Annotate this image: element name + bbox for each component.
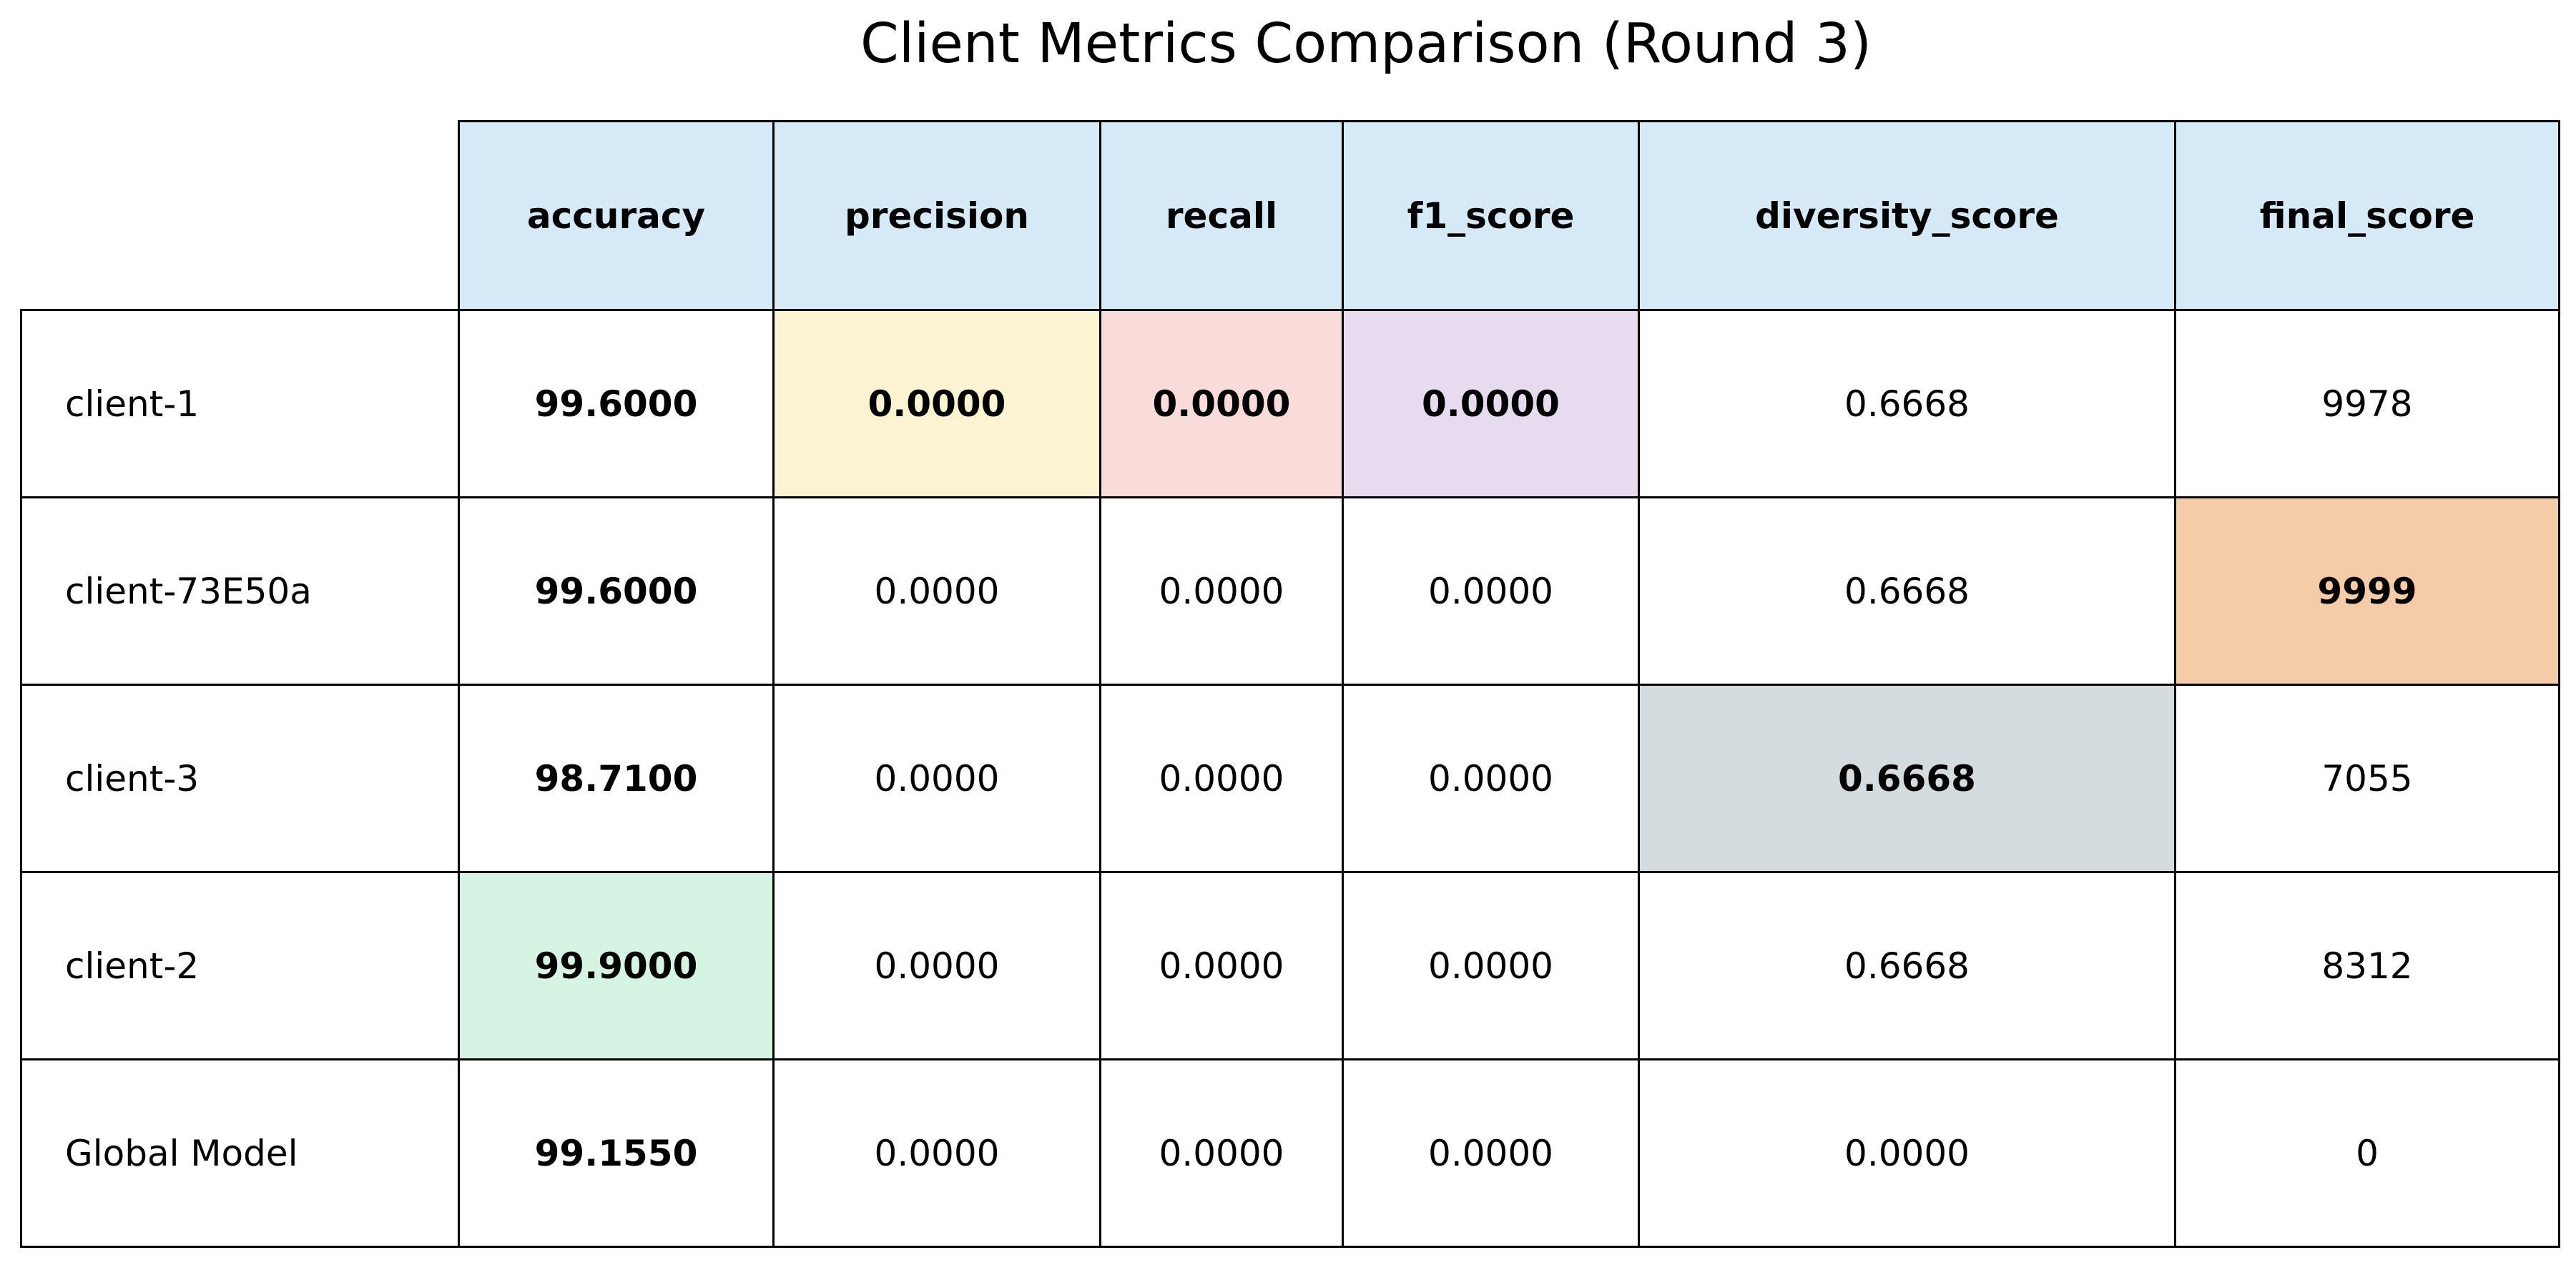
table-cell: 99.6000 [458,496,775,686]
table-cell: 0 [2174,1058,2560,1248]
column-header-final-score: final_score [2174,120,2560,311]
row-label: client-1 [20,309,460,498]
table-cell: 99.1550 [458,1058,775,1248]
row-label: client-73E50a [20,496,460,686]
table-cell: 0.6668 [1638,496,2176,686]
table-cell: 7055 [2174,684,2560,873]
table-cell: 0.0000 [1099,309,1344,498]
column-header-accuracy: accuracy [458,120,775,311]
table-cell: 0.0000 [772,684,1101,873]
table-cell: 0.0000 [772,309,1101,498]
table-cell: 0.0000 [1099,1058,1344,1248]
table-cell: 0.0000 [1099,871,1344,1060]
chart-title: Client Metrics Comparison (Round 3) [860,12,1872,76]
table-cell: 99.9000 [458,871,775,1060]
table-cell: 9978 [2174,309,2560,498]
column-header-f1-score: f1_score [1342,120,1640,311]
table-cell: 0.0000 [772,496,1101,686]
table-cell: 0.0000 [1342,496,1640,686]
table-cell: 0.0000 [1342,684,1640,873]
row-label: Global Model [20,1058,460,1248]
column-header-recall: recall [1099,120,1344,311]
row-label: client-3 [20,684,460,873]
table-cell: 99.6000 [458,309,775,498]
table-cell: 0.0000 [1342,871,1640,1060]
table-cell: 0.0000 [1099,496,1344,686]
table-cell: 0.0000 [1099,684,1344,873]
table-cell: 0.0000 [1638,1058,2176,1248]
table-cell: 98.7100 [458,684,775,873]
table-cell: 0.0000 [772,871,1101,1060]
table-cell: 0.6668 [1638,684,2176,873]
table-cell: 0.0000 [1342,309,1640,498]
column-header-precision: precision [772,120,1101,311]
table-cell: 9999 [2174,496,2560,686]
table-cell: 8312 [2174,871,2560,1060]
table-cell: 0.0000 [1342,1058,1640,1248]
column-header-diversity-score: diversity_score [1638,120,2176,311]
table-cell: 0.6668 [1638,871,2176,1060]
row-label: client-2 [20,871,460,1060]
table-cell: 0.0000 [772,1058,1101,1248]
table-cell: 0.6668 [1638,309,2176,498]
